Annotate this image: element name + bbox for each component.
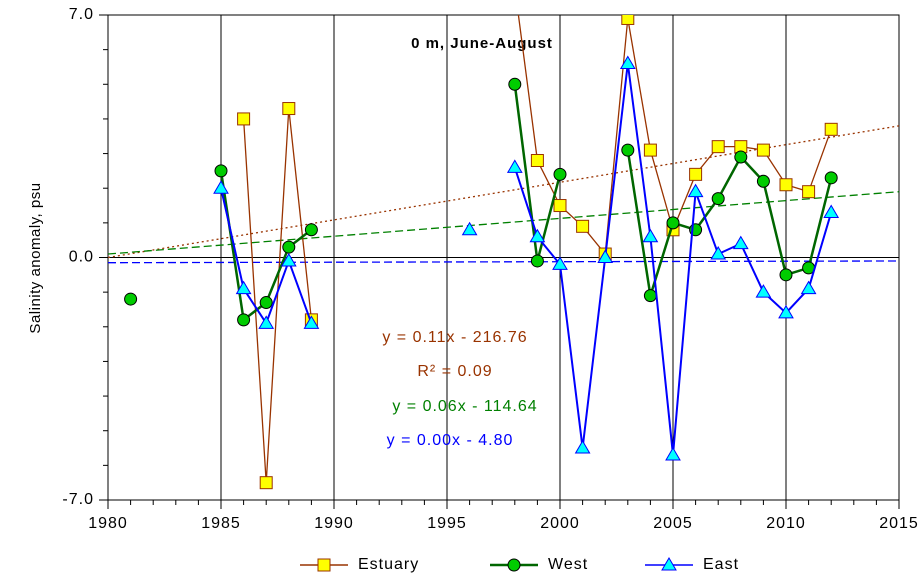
marker: [642, 228, 659, 243]
plot-area: [108, 15, 899, 490]
x-tick-label: 1995: [427, 515, 467, 532]
x-tick-label: 2000: [540, 515, 580, 532]
marker: [734, 150, 748, 164]
marker: [710, 246, 727, 260]
marker: [643, 289, 657, 303]
x-tick-label: 1980: [88, 515, 128, 532]
marker: [621, 143, 635, 157]
x-tick-label: 2005: [653, 515, 693, 532]
marker: [689, 167, 703, 181]
x-tick-label: 2010: [766, 515, 806, 532]
y-axis-label: Salinity anomaly, psu: [27, 182, 44, 333]
marker: [552, 256, 568, 270]
marker: [574, 440, 591, 454]
marker: [259, 296, 273, 310]
marker: [530, 154, 544, 167]
trend-equation: y = 0.00x - 4.80: [387, 432, 514, 449]
marker: [823, 204, 840, 218]
marker: [779, 178, 793, 192]
marker: [237, 112, 251, 126]
marker: [711, 140, 725, 154]
marker: [576, 219, 590, 233]
y-tick-label: -7.0: [62, 491, 94, 508]
marker: [530, 254, 544, 268]
marker: [621, 15, 635, 25]
marker: [258, 315, 275, 329]
marker: [507, 558, 521, 572]
trendline: [108, 260, 899, 264]
marker: [661, 557, 677, 571]
marker: [317, 558, 331, 572]
marker: [214, 164, 228, 178]
marker: [235, 280, 252, 295]
trend-equation: y = 0.06x - 114.64: [392, 398, 537, 415]
marker: [237, 313, 251, 327]
legend-label: Estuary: [358, 556, 419, 573]
chart-title: 0 m, June-August: [411, 35, 553, 52]
marker: [732, 235, 749, 250]
marker: [778, 304, 794, 319]
marker: [529, 228, 546, 243]
marker: [506, 159, 523, 173]
marker: [553, 167, 567, 181]
x-tick-label: 1985: [201, 515, 241, 532]
marker: [666, 216, 680, 230]
marker: [461, 221, 478, 236]
marker: [711, 192, 725, 206]
x-tick-label: 1990: [314, 515, 354, 532]
marker: [213, 180, 229, 194]
marker: [508, 77, 522, 91]
marker: [619, 55, 636, 69]
marker: [280, 252, 297, 267]
marker: [687, 183, 704, 198]
x-tick-label: 2015: [879, 515, 919, 532]
trendline: [108, 125, 899, 259]
legend-label: East: [703, 556, 739, 573]
marker: [779, 268, 793, 282]
y-tick-label: 7.0: [69, 6, 94, 23]
trend-r2: R² = 0.09: [417, 363, 492, 380]
marker: [303, 315, 320, 329]
marker: [755, 284, 772, 298]
legend-label: West: [548, 556, 588, 573]
marker: [304, 223, 318, 237]
marker: [824, 171, 838, 185]
marker: [665, 446, 681, 461]
y-tick-label: 0.0: [69, 249, 94, 266]
marker: [259, 476, 273, 490]
marker: [756, 143, 770, 157]
marker: [553, 199, 567, 213]
marker: [124, 292, 138, 306]
series-line: [220, 63, 833, 456]
marker: [282, 240, 296, 254]
marker: [824, 122, 838, 136]
trend-equation: y = 0.11x - 216.76: [382, 329, 527, 346]
marker: [800, 280, 817, 295]
marker: [597, 249, 614, 263]
marker: [802, 185, 816, 199]
marker: [756, 174, 770, 188]
marker: [282, 102, 296, 116]
marker: [643, 143, 657, 157]
